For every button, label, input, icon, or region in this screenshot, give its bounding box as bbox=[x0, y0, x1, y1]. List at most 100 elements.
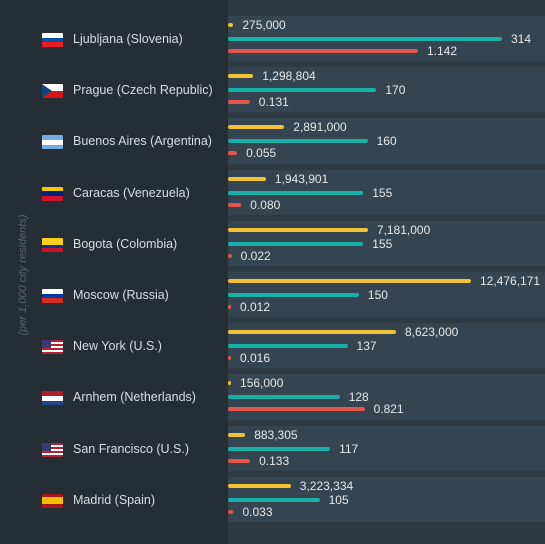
bar-series-2 bbox=[228, 241, 364, 246]
flag-stripe bbox=[42, 350, 63, 353]
category-sidebar: (per 1,000 city residents) bbox=[0, 0, 228, 544]
value-label: 150 bbox=[367, 288, 388, 302]
flag-stripe bbox=[42, 348, 63, 351]
flag-stripe bbox=[42, 140, 63, 145]
category-label: Ljubljana (Slovenia) bbox=[73, 32, 183, 46]
flag-stripe bbox=[42, 33, 63, 38]
flag-triangle bbox=[42, 84, 52, 99]
flag-stripe bbox=[42, 340, 63, 343]
flag-stripe bbox=[42, 448, 63, 451]
flag-stripe bbox=[42, 241, 63, 245]
bar-series-1 bbox=[228, 227, 368, 232]
bar-series-2 bbox=[228, 344, 348, 349]
value-label: 170 bbox=[385, 83, 406, 98]
value-label: 0.033 bbox=[242, 504, 273, 519]
bar-series-2 bbox=[228, 446, 331, 451]
bar-series-1 bbox=[228, 74, 254, 79]
flag-stripe bbox=[42, 135, 63, 141]
bar-series-1 bbox=[228, 330, 396, 335]
value-label: 0.022 bbox=[240, 248, 271, 263]
bar-series-1 bbox=[228, 125, 285, 130]
bar-series-1 bbox=[228, 483, 291, 488]
category-label: Bogota (Colombia) bbox=[73, 236, 178, 251]
category-label: Prague (Czech Republic) bbox=[73, 83, 213, 98]
bar-series-3 bbox=[228, 100, 250, 105]
value-label: 1.142 bbox=[427, 44, 458, 58]
flag-stripe bbox=[42, 195, 63, 201]
flag-venezuela-icon bbox=[42, 186, 63, 201]
value-label: 314 bbox=[511, 32, 532, 46]
flag-stripe bbox=[42, 84, 63, 92]
flag-stripe bbox=[42, 454, 63, 457]
category-label: Arnhem (Netherlands) bbox=[73, 390, 196, 405]
value-label: 0.080 bbox=[250, 197, 281, 212]
flag-canton bbox=[42, 340, 51, 349]
bar-series-3 bbox=[228, 305, 231, 309]
flag-stripe bbox=[42, 298, 63, 303]
flag-czech-icon bbox=[42, 84, 63, 99]
value-label: 1,298,804 bbox=[262, 69, 316, 84]
flag-stripe bbox=[42, 444, 63, 447]
bar-series-1 bbox=[228, 432, 246, 437]
flag-spain-icon bbox=[42, 493, 63, 508]
flag-russia-icon bbox=[42, 289, 63, 303]
flag-slovenia-icon bbox=[42, 33, 63, 47]
bar-series-3 bbox=[228, 509, 234, 514]
flag-argentina-icon bbox=[42, 135, 63, 150]
flag-colombia-icon bbox=[42, 237, 63, 252]
category-label: San Francisco (U.S.) bbox=[73, 441, 190, 456]
flag-stripe bbox=[42, 500, 63, 505]
value-label: 155 bbox=[372, 236, 393, 251]
value-label: 0.055 bbox=[246, 146, 277, 161]
value-label: 0.016 bbox=[240, 351, 271, 366]
value-label: 12,476,171 bbox=[480, 274, 541, 288]
value-label: 883,305 bbox=[254, 427, 298, 442]
value-label: 2,891,000 bbox=[293, 120, 347, 135]
value-label: 117 bbox=[339, 441, 359, 456]
flag-stripe bbox=[42, 293, 63, 299]
bar-series-2 bbox=[228, 293, 359, 297]
value-label: 156,000 bbox=[240, 376, 284, 391]
bar-series-1 bbox=[228, 176, 266, 181]
category-label: Moscow (Russia) bbox=[73, 288, 169, 302]
bar-series-1 bbox=[228, 279, 471, 283]
value-label: 128 bbox=[348, 390, 369, 405]
flag-stripe bbox=[42, 442, 63, 445]
flag-canton bbox=[42, 442, 51, 451]
category-label: Caracas (Venezuela) bbox=[73, 185, 190, 200]
flag-stripe bbox=[42, 446, 63, 449]
bar-series-2 bbox=[228, 395, 340, 400]
flag-stripe bbox=[42, 144, 63, 150]
flag-stripe bbox=[42, 91, 63, 99]
flag-stripe bbox=[42, 400, 63, 406]
value-label: 155 bbox=[372, 185, 393, 200]
flag-stripe bbox=[42, 344, 63, 347]
bar-series-3 bbox=[228, 202, 242, 207]
bar-series-3 bbox=[228, 356, 231, 361]
flag-stripe bbox=[42, 237, 63, 242]
flag-stripe bbox=[42, 346, 63, 349]
category-label: Madrid (Spain) bbox=[73, 492, 155, 507]
flag-stripe bbox=[42, 248, 63, 252]
flag-stripe bbox=[42, 37, 63, 43]
bar-series-2 bbox=[228, 37, 502, 41]
flag-stripe bbox=[42, 42, 63, 47]
bar-series-2 bbox=[228, 497, 320, 502]
flag-stripe bbox=[42, 452, 63, 455]
flag-netherlands-icon bbox=[42, 391, 63, 406]
bar-series-3 bbox=[228, 151, 238, 156]
flag-stripe bbox=[42, 186, 63, 192]
flag-usa-icon bbox=[42, 340, 63, 355]
bar-series-2 bbox=[228, 139, 368, 144]
value-label: 160 bbox=[376, 134, 397, 149]
bar-series-3 bbox=[228, 407, 365, 412]
flag-stripe bbox=[42, 191, 63, 196]
bar-series-3 bbox=[228, 49, 418, 53]
flag-stripe bbox=[42, 504, 63, 508]
bar-series-2 bbox=[228, 88, 377, 93]
flag-stripe bbox=[42, 396, 63, 401]
flag-stripe bbox=[42, 497, 63, 501]
flag-usa-icon bbox=[42, 442, 63, 457]
plot-area: 275,000 314 1.142 1,298,804 170 0.131 2,891,00… bbox=[228, 0, 545, 544]
